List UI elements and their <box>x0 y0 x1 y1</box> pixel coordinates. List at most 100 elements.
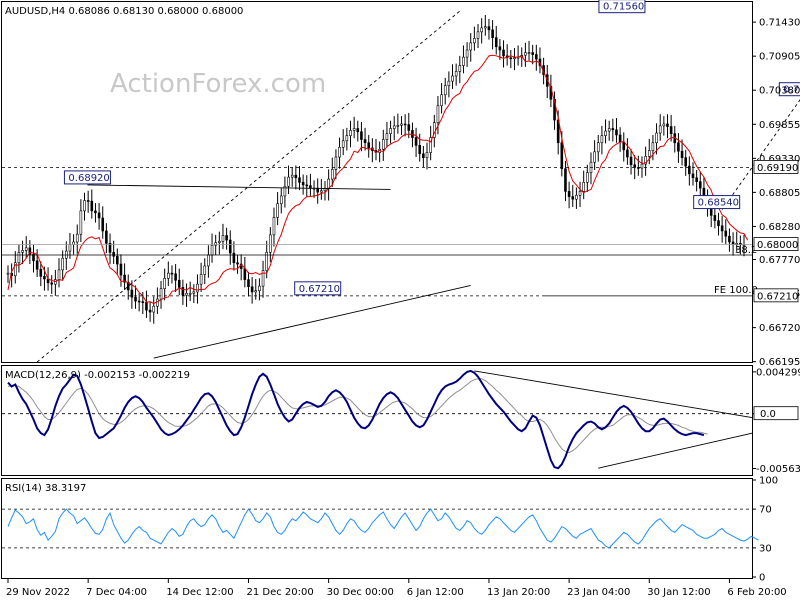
candle-body <box>203 265 207 275</box>
x-tick-label: 23 Jan 04:00 <box>567 587 630 598</box>
candle-body <box>177 279 181 288</box>
candle-body <box>680 150 684 158</box>
candle-body <box>185 292 188 296</box>
candle-body <box>658 125 662 134</box>
candle-body <box>607 128 611 132</box>
price-annotation-box <box>294 281 342 296</box>
candle-body <box>396 124 400 127</box>
candle-body <box>290 174 294 178</box>
candle-body <box>232 252 236 264</box>
candle-body <box>225 235 228 241</box>
candle-body <box>418 145 422 155</box>
price-annotation-label: 0.71560 <box>603 2 644 13</box>
candle-body <box>662 123 666 127</box>
candle-body <box>294 174 298 179</box>
candle-body <box>684 157 688 167</box>
price-tick-label: 0.69855 <box>759 120 800 131</box>
candle-body <box>724 230 728 237</box>
candle-body <box>141 301 145 303</box>
candle-body <box>640 163 644 169</box>
price-annotation-box <box>598 0 646 14</box>
price-tag-label: 0.69190 <box>757 163 798 174</box>
x-tick-label: 13 Jan 20:00 <box>487 587 550 598</box>
price-tag <box>753 160 799 174</box>
candle-body <box>108 242 112 253</box>
candle-body <box>458 65 462 72</box>
candle-body <box>126 281 130 291</box>
candle-body <box>352 128 356 131</box>
candle-body <box>75 233 79 243</box>
candle-body <box>39 268 43 277</box>
price-annotation-label: 0.67210 <box>299 284 340 295</box>
candle-body <box>491 29 494 38</box>
candle-body <box>604 130 607 136</box>
candle-body <box>228 239 232 254</box>
candle-body <box>214 242 217 246</box>
candle-body <box>389 128 392 134</box>
candle-body <box>720 225 724 232</box>
candle-body <box>462 56 465 66</box>
candle-body <box>381 139 385 150</box>
candle-body <box>123 274 126 283</box>
candle-body <box>553 98 556 121</box>
rsi-panel-frame <box>1 478 753 579</box>
candle-body <box>615 129 618 136</box>
candle-body <box>301 182 305 186</box>
candle-body <box>367 142 371 149</box>
candle-body <box>651 142 655 151</box>
candle-body <box>666 123 669 127</box>
price-tag-label: 0.68000 <box>757 240 798 251</box>
candle-body <box>429 137 432 153</box>
candle-body <box>105 230 108 244</box>
price-annotation-label: 0.70280 <box>783 85 800 96</box>
price-tick-label: 0.66720 <box>759 323 800 334</box>
candle-body <box>112 252 115 257</box>
candle-body <box>13 262 17 277</box>
price-tag-label: 0.67210 <box>757 291 798 302</box>
candle-body <box>691 173 695 179</box>
candle-body <box>32 254 35 262</box>
candle-body <box>527 52 531 54</box>
macd-tag-label: 0.0 <box>760 409 776 420</box>
candle-body <box>564 168 567 192</box>
ma-line <box>7 54 749 305</box>
price-tick-label: 0.71430 <box>759 18 800 29</box>
candle-body <box>578 191 582 196</box>
candle-body <box>137 300 141 303</box>
candle-body <box>622 141 626 151</box>
candle-body <box>436 105 440 123</box>
candle-body <box>258 285 261 291</box>
candle-body <box>97 212 101 219</box>
wave-line <box>721 99 800 210</box>
candle-body <box>170 272 174 275</box>
candle-body <box>360 131 363 140</box>
candle-body <box>338 146 341 158</box>
candle-body <box>210 244 214 256</box>
candle-body <box>575 194 578 200</box>
candle-body <box>626 149 629 158</box>
candle-body <box>134 296 137 302</box>
candle-body <box>363 139 367 144</box>
x-tick-label: 6 Feb 20:00 <box>727 587 786 598</box>
candle-body <box>24 247 28 251</box>
rsi-tick-label: 0 <box>759 573 765 584</box>
candle-body <box>647 150 651 157</box>
rsi-tick-label: 70 <box>759 505 772 516</box>
candle-body <box>83 200 86 212</box>
candle-body <box>272 217 276 236</box>
candle-body <box>618 134 622 143</box>
candle-body <box>279 195 283 205</box>
candle-body <box>524 52 527 56</box>
candle-body <box>247 279 250 288</box>
price-annotation-label: 0.68540 <box>698 198 739 209</box>
rsi-tick-label: 30 <box>759 543 772 554</box>
candle-body <box>57 269 61 280</box>
macd-trendline-upper <box>474 370 753 419</box>
candle-body <box>90 200 94 212</box>
candle-body <box>254 290 258 293</box>
x-tick-label: 14 Dec 12:00 <box>166 587 233 598</box>
candle-body <box>728 235 731 243</box>
macd-tick-label: -0.005636 <box>756 464 800 475</box>
candle-body <box>509 57 513 60</box>
candle-body <box>425 152 429 158</box>
